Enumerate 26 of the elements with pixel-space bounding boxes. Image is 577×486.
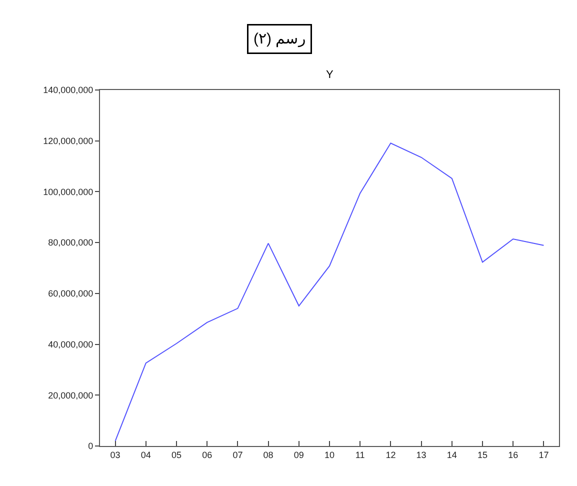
x-tick-label: 17 (538, 450, 549, 460)
x-tick-label: 10 (324, 450, 335, 460)
y-tick-label: 80,000,000 (48, 238, 94, 248)
x-tick-label: 13 (416, 450, 426, 460)
y-tick-label: 40,000,000 (48, 339, 94, 350)
x-tick-label: 08 (263, 450, 274, 460)
y-tick-label: 120,000,000 (43, 136, 94, 146)
x-tick-label: 11 (355, 450, 365, 460)
y-tick-label: 100,000,000 (43, 186, 94, 197)
x-tick-label: 14 (446, 450, 457, 460)
x-tick-label: 04 (140, 450, 151, 460)
y-tick-label: 140,000,000 (43, 85, 94, 96)
line-series (114, 142, 544, 442)
x-tick-label: 16 (508, 450, 518, 460)
chart-title: رسم (٢) (254, 30, 306, 48)
x-tick-label: 03 (110, 450, 120, 460)
x-tick-label: 06 (202, 450, 212, 460)
x-tick-label: 07 (232, 450, 243, 460)
y-tick-label: 20,000,000 (48, 390, 94, 400)
x-tick-label: 12 (386, 450, 396, 460)
y-tick-label: 60,000,000 (48, 288, 94, 299)
x-tick-label: 05 (171, 450, 182, 460)
x-tick-label: 09 (294, 450, 304, 460)
y-tick-label: 0 (88, 441, 94, 452)
x-tick-label: 15 (477, 450, 488, 460)
chart-subtitle: Y (326, 69, 334, 81)
